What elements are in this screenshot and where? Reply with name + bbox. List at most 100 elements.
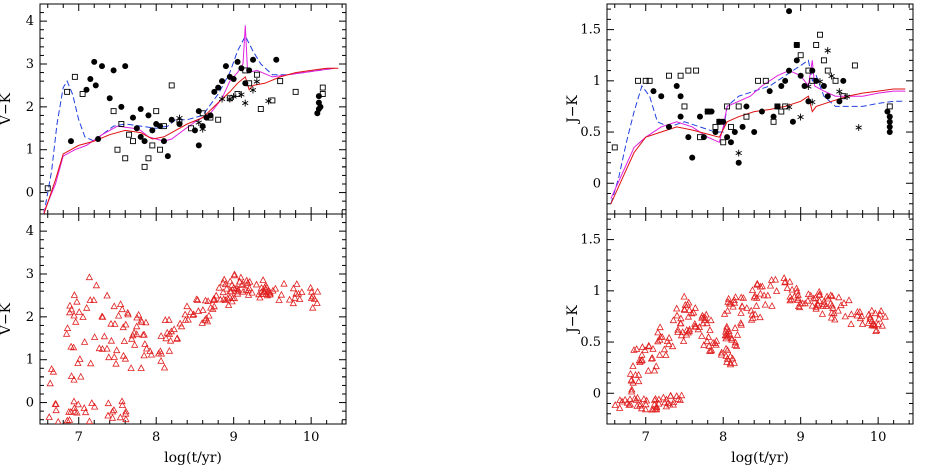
data-point-open-triangle bbox=[142, 344, 151, 352]
data-point-open-triangle bbox=[124, 308, 132, 316]
data-point-open-triangle bbox=[853, 311, 861, 319]
data-point-open-triangle bbox=[103, 291, 111, 299]
data-point-open-triangle bbox=[704, 333, 713, 340]
data-point-open-square bbox=[168, 82, 175, 89]
data-point-open-triangle bbox=[771, 275, 780, 283]
plot-area: ∗∗∗∗∗∗∗∗∗∗∗ bbox=[610, 8, 906, 205]
data-point-filled-circle bbox=[793, 41, 800, 48]
data-point-filled-circle bbox=[650, 88, 657, 95]
data-point-open-triangle bbox=[261, 283, 269, 291]
data-point-open-triangle bbox=[628, 385, 636, 393]
data-point-open-square bbox=[712, 123, 719, 130]
data-point-open-triangle bbox=[625, 400, 633, 408]
data-point-open-triangle bbox=[808, 301, 817, 309]
data-point-star: ∗ bbox=[237, 88, 246, 101]
y-tick-label: 4 bbox=[26, 224, 34, 239]
data-point-open-triangle bbox=[662, 395, 671, 403]
data-point-open-square bbox=[160, 123, 167, 130]
data-point-open-triangle bbox=[680, 292, 688, 300]
data-point-filled-circle bbox=[317, 103, 324, 110]
data-point-open-triangle bbox=[828, 292, 836, 300]
data-point-open-square bbox=[292, 88, 299, 95]
data-point-open-triangle bbox=[751, 310, 759, 318]
y-tick-label: 0 bbox=[593, 386, 601, 401]
y-tick-label: 0.5 bbox=[580, 125, 601, 140]
data-point-open-triangle bbox=[868, 306, 876, 314]
data-point-open-triangle bbox=[277, 290, 286, 298]
data-point-filled-circle bbox=[215, 84, 222, 91]
data-point-open-triangle bbox=[681, 300, 689, 308]
data-point-filled-circle bbox=[739, 123, 746, 130]
data-point-open-triangle bbox=[291, 293, 299, 301]
data-point-open-triangle bbox=[95, 344, 103, 352]
data-point-open-triangle bbox=[677, 391, 686, 399]
data-point-open-triangle bbox=[122, 320, 130, 328]
data-point-open-square bbox=[693, 67, 700, 74]
data-point-open-triangle bbox=[124, 310, 132, 318]
data-point-open-square bbox=[666, 72, 672, 79]
data-point-open-triangle bbox=[165, 346, 174, 354]
data-point-filled-circle bbox=[665, 123, 672, 130]
data-point-open-square bbox=[727, 123, 734, 130]
data-point-open-triangle bbox=[630, 394, 639, 402]
data-point-filled-circle bbox=[273, 56, 280, 63]
data-point-open-triangle bbox=[626, 395, 634, 402]
data-point-open-triangle bbox=[731, 324, 739, 331]
data-point-open-triangle bbox=[70, 397, 78, 405]
data-point-open-triangle bbox=[194, 307, 203, 314]
y-tick-label: 1 bbox=[593, 74, 601, 89]
data-point-open-triangle bbox=[737, 319, 745, 326]
data-point-open-triangle bbox=[723, 358, 731, 365]
data-point-open-triangle bbox=[871, 320, 879, 328]
data-point-open-triangle bbox=[215, 283, 223, 291]
data-point-open-triangle bbox=[62, 329, 71, 337]
data-point-open-triangle bbox=[753, 280, 761, 288]
data-point-open-triangle bbox=[122, 407, 130, 415]
y-tick-label: 3 bbox=[26, 57, 34, 72]
data-point-open-triangle bbox=[877, 306, 885, 314]
data-point-open-triangle bbox=[638, 343, 647, 350]
data-point-open-square bbox=[253, 71, 260, 78]
data-point-filled-circle bbox=[884, 108, 891, 115]
data-point-open-triangle bbox=[173, 334, 181, 342]
data-point-filled-circle bbox=[160, 138, 167, 145]
data-point-open-triangle bbox=[293, 280, 301, 287]
data-point-open-triangle bbox=[92, 281, 101, 289]
data-point-open-triangle bbox=[100, 332, 109, 340]
data-point-open-square bbox=[122, 155, 129, 162]
data-point-filled-circle bbox=[797, 72, 804, 79]
data-point-filled-circle bbox=[778, 82, 785, 89]
data-point-open-triangle bbox=[187, 308, 195, 315]
data-point-open-triangle bbox=[88, 399, 96, 406]
data-point-open-triangle bbox=[635, 377, 643, 385]
data-point-open-triangle bbox=[83, 303, 91, 311]
data-point-open-triangle bbox=[730, 296, 738, 303]
x-tick-label: 7 bbox=[642, 430, 650, 445]
data-point-open-triangle bbox=[72, 317, 80, 325]
data-point-open-triangle bbox=[128, 334, 136, 342]
data-point-open-triangle bbox=[181, 316, 190, 323]
data-point-open-triangle bbox=[127, 364, 135, 371]
data-point-open-triangle bbox=[156, 347, 165, 355]
data-point-open-triangle bbox=[748, 286, 757, 293]
data-point-open-triangle bbox=[141, 340, 149, 347]
data-point-star: ∗ bbox=[252, 75, 261, 88]
data-point-open-triangle bbox=[756, 313, 764, 321]
data-point-open-triangle bbox=[673, 304, 681, 312]
model-track-line bbox=[43, 35, 335, 214]
data-point-open-triangle bbox=[307, 287, 316, 295]
data-point-star: ∗ bbox=[264, 94, 273, 107]
data-point-open-triangle bbox=[649, 344, 657, 352]
data-point-open-triangle bbox=[616, 404, 624, 411]
data-point-open-triangle bbox=[74, 359, 82, 366]
data-point-filled-circle bbox=[87, 76, 94, 82]
data-point-open-square bbox=[79, 91, 86, 97]
data-point-filled-circle bbox=[314, 110, 321, 117]
data-point-open-square bbox=[774, 103, 781, 110]
data-point-filled-circle bbox=[836, 98, 843, 105]
data-point-open-square bbox=[110, 108, 117, 115]
data-point-star: ∗ bbox=[175, 112, 184, 125]
data-point-open-square bbox=[677, 72, 684, 79]
data-point-open-triangle bbox=[170, 325, 178, 333]
data-point-open-triangle bbox=[165, 315, 173, 323]
